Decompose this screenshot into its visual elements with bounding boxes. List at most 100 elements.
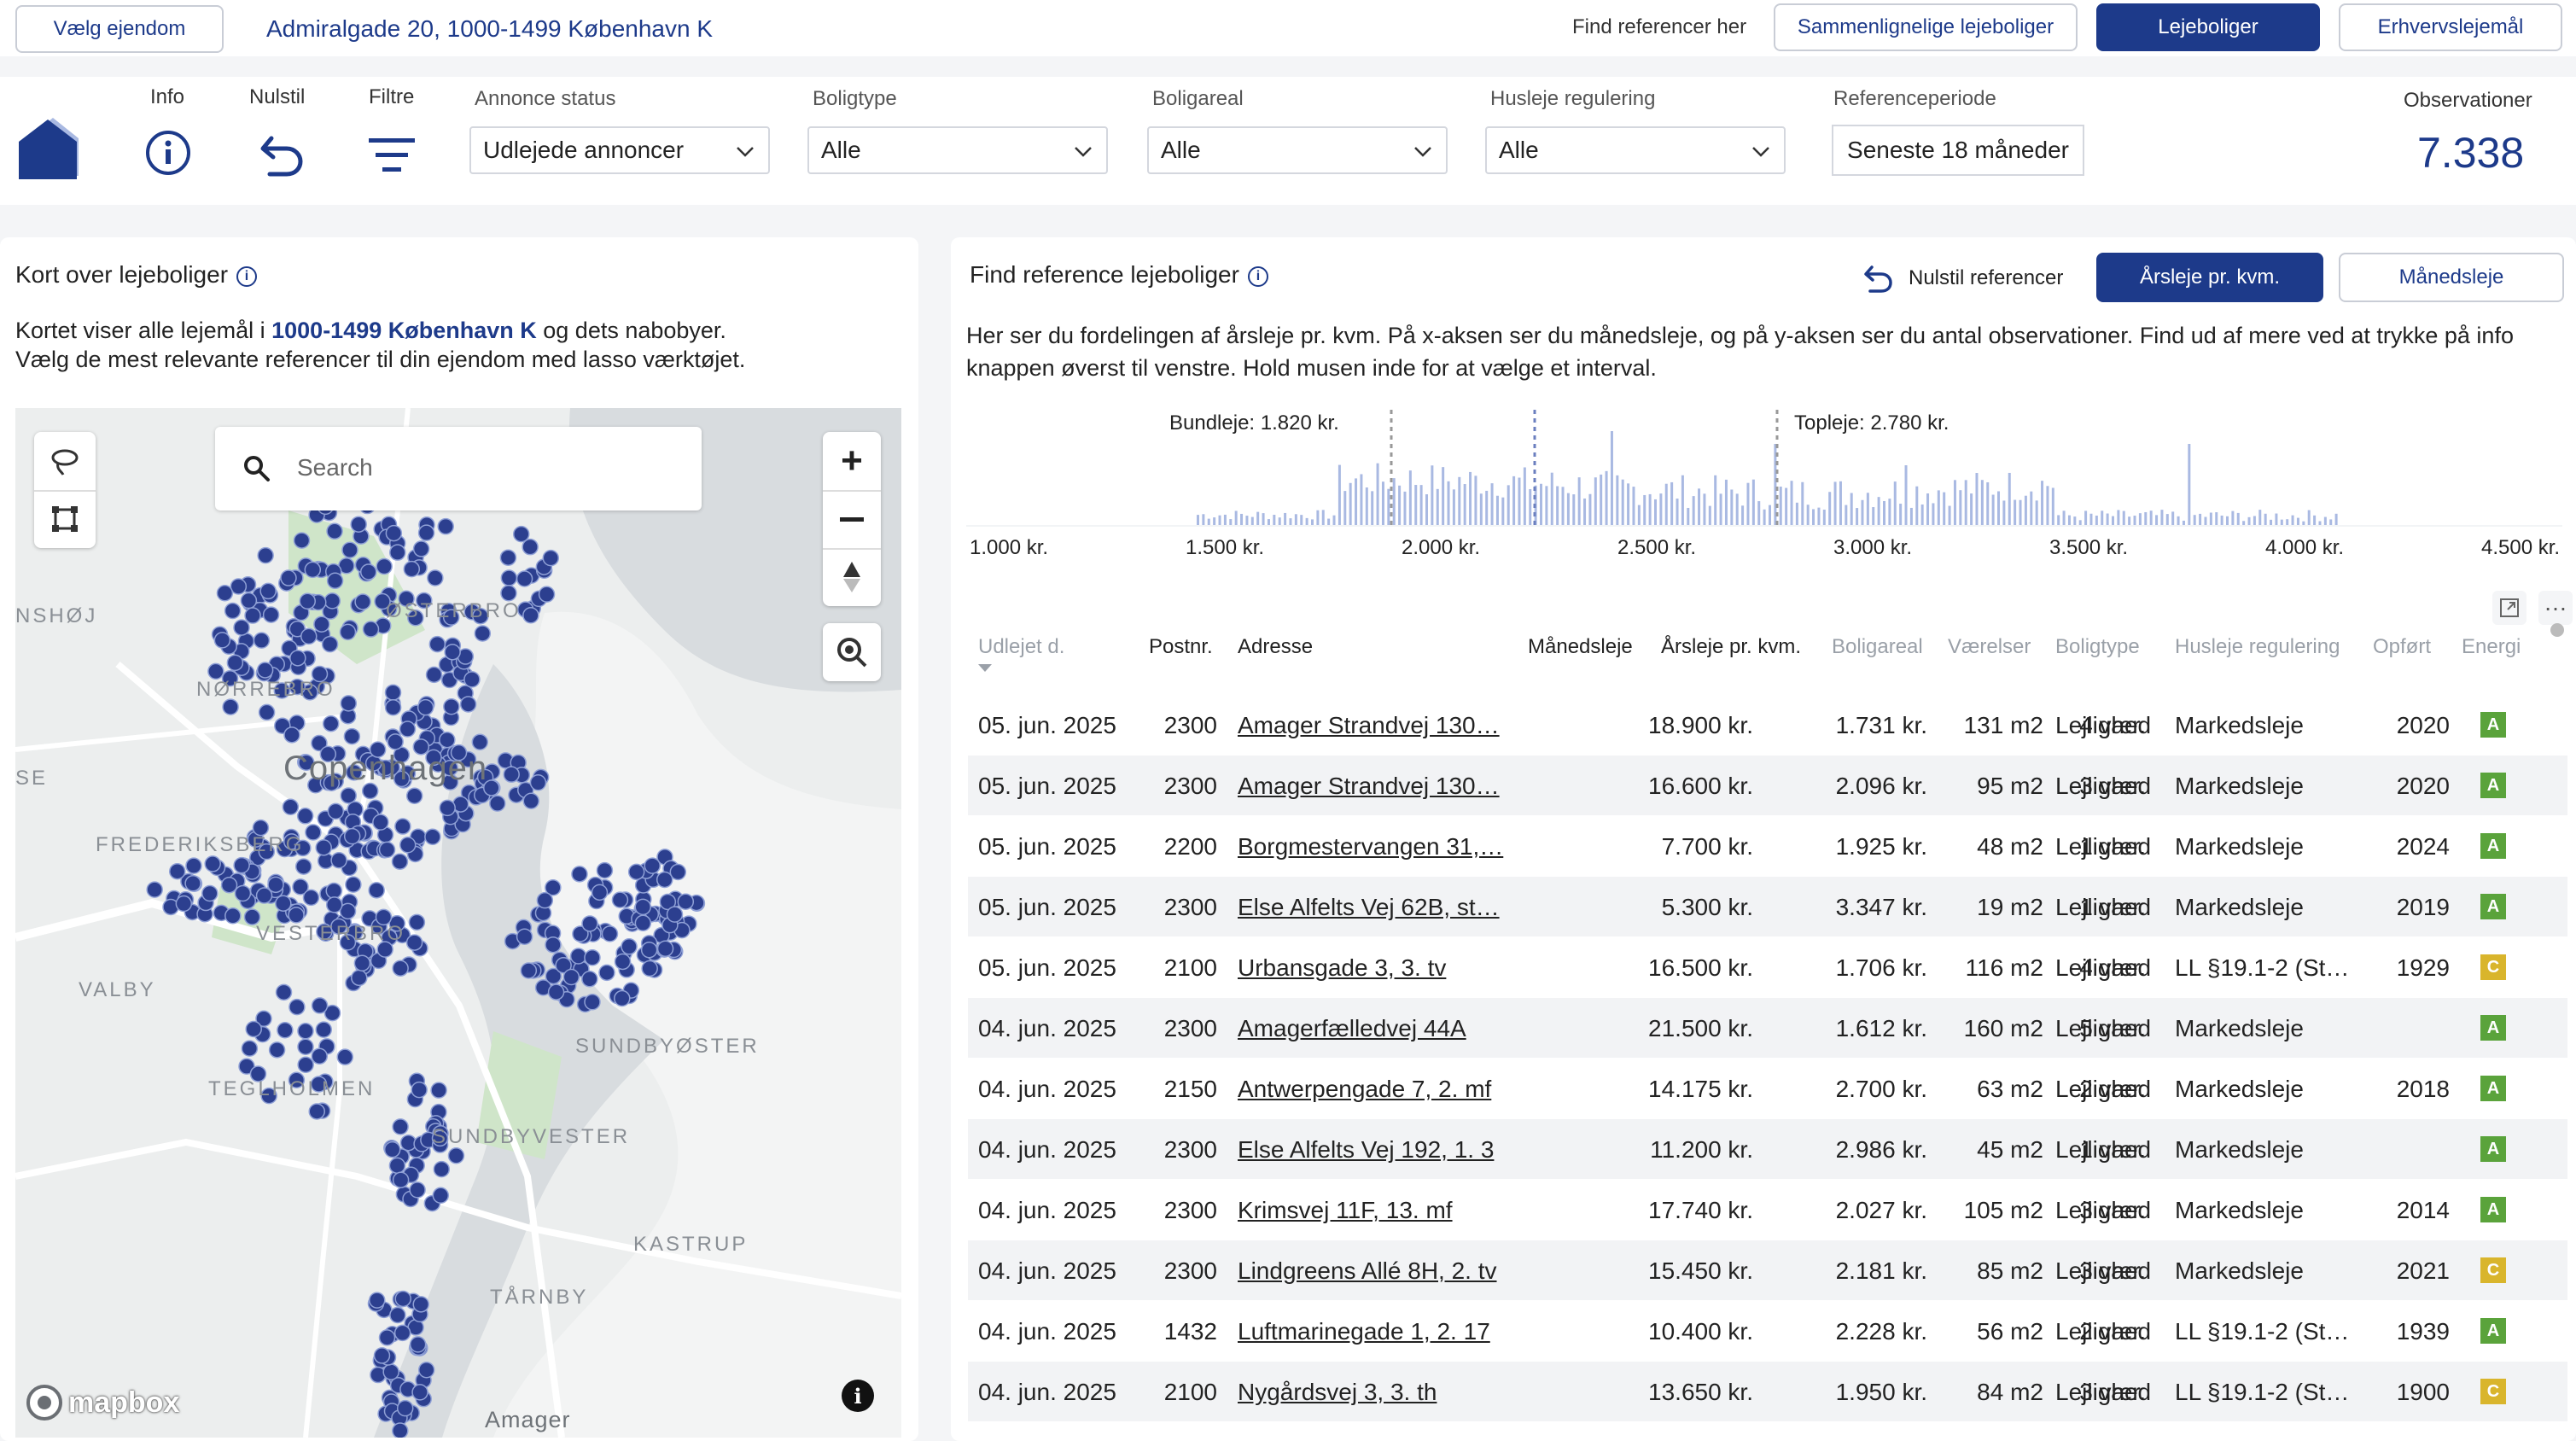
energy-label-badge: C: [2480, 954, 2506, 980]
housing-type-select[interactable]: Alle: [807, 126, 1108, 174]
cell-address-link[interactable]: Krimsvej 11F, 13. mf: [1238, 1197, 1453, 1223]
map-attribution-info-icon[interactable]: i: [842, 1380, 874, 1412]
filter-icon[interactable]: [369, 137, 415, 174]
cell-rented-date: 04. jun. 2025: [978, 1197, 1116, 1223]
reference-period-field[interactable]: Seneste 18 måneder: [1832, 125, 2084, 176]
col-monthly-rent[interactable]: Månedsleje: [1528, 635, 1633, 658]
cell-address-link[interactable]: Amagerfælledvej 44A: [1238, 1015, 1466, 1041]
cell-housing-type: Lejlighed: [2055, 894, 2152, 920]
cell-address-link[interactable]: Lindgreens Allé 8H, 2. tv: [1238, 1257, 1497, 1284]
col-postal-code[interactable]: Postnr.: [1149, 635, 1213, 658]
energy-label-badge: A: [2480, 1318, 2506, 1344]
table-row[interactable]: 05. jun. 2025 2300 Else Alfelts Vej 62B, s…: [968, 877, 2567, 936]
listing-markers[interactable]: [146, 452, 706, 1438]
col-yearly-rent-sqm[interactable]: Årsleje pr. kvm.: [1661, 635, 1802, 658]
col-energy[interactable]: Energi: [2462, 635, 2521, 658]
rental-housing-button[interactable]: Lejeboliger: [2096, 3, 2320, 51]
yearly-rent-per-sqm-button[interactable]: Årsleje pr. kvm.: [2096, 253, 2323, 302]
map-label-tarnby: TÅRNBY: [490, 1286, 589, 1309]
table-row[interactable]: 04. jun. 2025 2300 Else Alfelts Vej 192, 1…: [968, 1119, 2567, 1179]
cell-rent-regulation: LL §19.1-2 (St…: [2175, 1318, 2350, 1345]
cell-rooms: 2 vær.: [2079, 1076, 2146, 1102]
col-area[interactable]: Boligareal: [1832, 635, 1923, 658]
rent-histogram[interactable]: [966, 393, 2562, 563]
home-icon[interactable]: [15, 113, 92, 181]
monthly-rent-button[interactable]: Månedsleje: [2339, 253, 2564, 302]
search-icon: [242, 454, 271, 483]
col-housing-type[interactable]: Boligtype: [2055, 635, 2140, 658]
col-rented-date[interactable]: Udlejet d.: [978, 635, 1065, 658]
cell-address-link[interactable]: Antwerpengade 7, 2. mf: [1238, 1076, 1492, 1102]
search-input[interactable]: Search: [297, 454, 373, 481]
more-options-icon[interactable]: …: [2538, 591, 2573, 625]
map-canvas[interactable]: [15, 408, 901, 1438]
info-icon[interactable]: i: [236, 265, 258, 287]
table-row[interactable]: 04. jun. 2025 2300 Krimsvej 11F, 13. mf 17.…: [968, 1180, 2567, 1240]
cell-address-link[interactable]: Else Alfelts Vej 62B, st…: [1238, 894, 1500, 920]
table-row[interactable]: 05. jun. 2025 2300 Amager Strandvej 130… 16…: [968, 756, 2567, 815]
cell-address-link[interactable]: Borgmestervangen 31,…: [1238, 833, 1504, 860]
cell-housing-type: Lejlighed: [2055, 1197, 2152, 1223]
map-label-teglholmen: TEGLHOLMEN: [208, 1077, 376, 1100]
undo-icon[interactable]: [1862, 263, 1893, 294]
col-rent-regulation[interactable]: Husleje regulering: [2175, 635, 2340, 658]
cell-address-link[interactable]: Luftmarinegade 1, 2. 17: [1238, 1318, 1490, 1345]
select-property-button[interactable]: Vælg ejendom: [15, 5, 224, 53]
info-icon[interactable]: [145, 130, 191, 176]
table-row[interactable]: 04. jun. 2025 2300 Amagerfælledvej 44A 21.5…: [968, 998, 2567, 1058]
cell-rooms: 3 vær.: [2079, 1197, 2146, 1223]
sort-desc-icon[interactable]: [978, 664, 992, 672]
observations-label: Observationer: [2404, 89, 2532, 112]
comparable-rentals-button[interactable]: Sammenlignelige lejeboliger: [1774, 3, 2078, 51]
table-row[interactable]: 05. jun. 2025 2100 Urbansgade 3, 3. tv 16.5…: [968, 937, 2567, 997]
cell-address-link[interactable]: Amager Strandvej 130…: [1238, 773, 1500, 799]
cell-address-link[interactable]: Amager Strandvej 130…: [1238, 712, 1500, 738]
cell-yearly-rent-sqm: 2.986 kr.: [1835, 1136, 1927, 1163]
scrollbar-thumb[interactable]: [2550, 623, 2564, 637]
info-icon[interactable]: i: [1247, 265, 1268, 287]
cell-area: 45 m2: [1977, 1136, 2043, 1163]
table-row[interactable]: 04. jun. 2025 1432 Luftmarinegade 1, 2. 17…: [968, 1301, 2567, 1361]
col-address[interactable]: Adresse: [1238, 635, 1314, 658]
axis-tick-label: 1.500 kr.: [1186, 536, 1265, 559]
commercial-leases-button[interactable]: Erhvervslejemål: [2339, 3, 2562, 51]
cell-rent-regulation: LL §19.1-2 (St…: [2175, 954, 2350, 981]
undo-icon[interactable]: [258, 131, 304, 178]
cell-rented-date: 04. jun. 2025: [978, 1015, 1116, 1041]
rental-map[interactable]: [15, 408, 901, 1438]
table-row[interactable]: 04. jun. 2025 2100 Nygårdsvej 3, 3. th 13.6…: [968, 1362, 2567, 1421]
lasso-icon[interactable]: [50, 446, 80, 476]
geolocate-control[interactable]: [823, 623, 881, 681]
cell-postal-code: 2150: [1163, 1076, 1217, 1102]
reset-references-button[interactable]: Nulstil referencer: [1909, 266, 2064, 289]
cell-monthly-rent: 16.500 kr.: [1648, 954, 1753, 981]
cell-address-link[interactable]: Else Alfelts Vej 192, 1. 3: [1238, 1136, 1495, 1163]
table-row[interactable]: 04. jun. 2025 2300 Lindgreens Allé 8H, 2. …: [968, 1240, 2567, 1300]
cell-rented-date: 04. jun. 2025: [978, 1136, 1116, 1163]
cell-yearly-rent-sqm: 2.027 kr.: [1835, 1197, 1927, 1223]
cell-address-link[interactable]: Nygårdsvej 3, 3. th: [1238, 1379, 1437, 1405]
expand-icon[interactable]: [2492, 591, 2526, 625]
map-label-sundbyvester: SUNDBYVESTER: [432, 1125, 631, 1148]
box-select-icon[interactable]: [50, 504, 80, 534]
cell-rooms: 1 vær.: [2079, 894, 2146, 920]
table-row[interactable]: 05. jun. 2025 2300 Amager Strandvej 130… 18…: [968, 695, 2567, 755]
zoom-out-icon[interactable]: [840, 517, 864, 522]
cell-postal-code: 2100: [1163, 1379, 1217, 1405]
energy-label-badge: A: [2480, 1197, 2506, 1222]
cell-address-link[interactable]: Urbansgade 3, 3. tv: [1238, 954, 1447, 981]
cell-postal-code: 2100: [1163, 954, 1217, 981]
cell-area: 95 m2: [1977, 773, 2043, 799]
compass-icon[interactable]: [842, 560, 862, 594]
table-row[interactable]: 05. jun. 2025 2200 Borgmestervangen 31,… 7.…: [968, 816, 2567, 876]
zoom-in-icon[interactable]: +: [841, 440, 863, 481]
area-select[interactable]: Alle: [1147, 126, 1448, 174]
map-search-box[interactable]: Search: [215, 427, 702, 510]
col-rooms[interactable]: Værelser: [1948, 635, 2031, 658]
cell-rent-regulation: Markedsleje: [2175, 1015, 2304, 1041]
table-row[interactable]: 04. jun. 2025 2150 Antwerpengade 7, 2. mf 1…: [968, 1059, 2567, 1118]
rent-regulation-select[interactable]: Alle: [1485, 126, 1786, 174]
listing-status-select[interactable]: Udlejede annoncer: [469, 126, 770, 174]
col-built[interactable]: Opført: [2373, 635, 2432, 658]
histogram-svg[interactable]: [966, 393, 2562, 563]
